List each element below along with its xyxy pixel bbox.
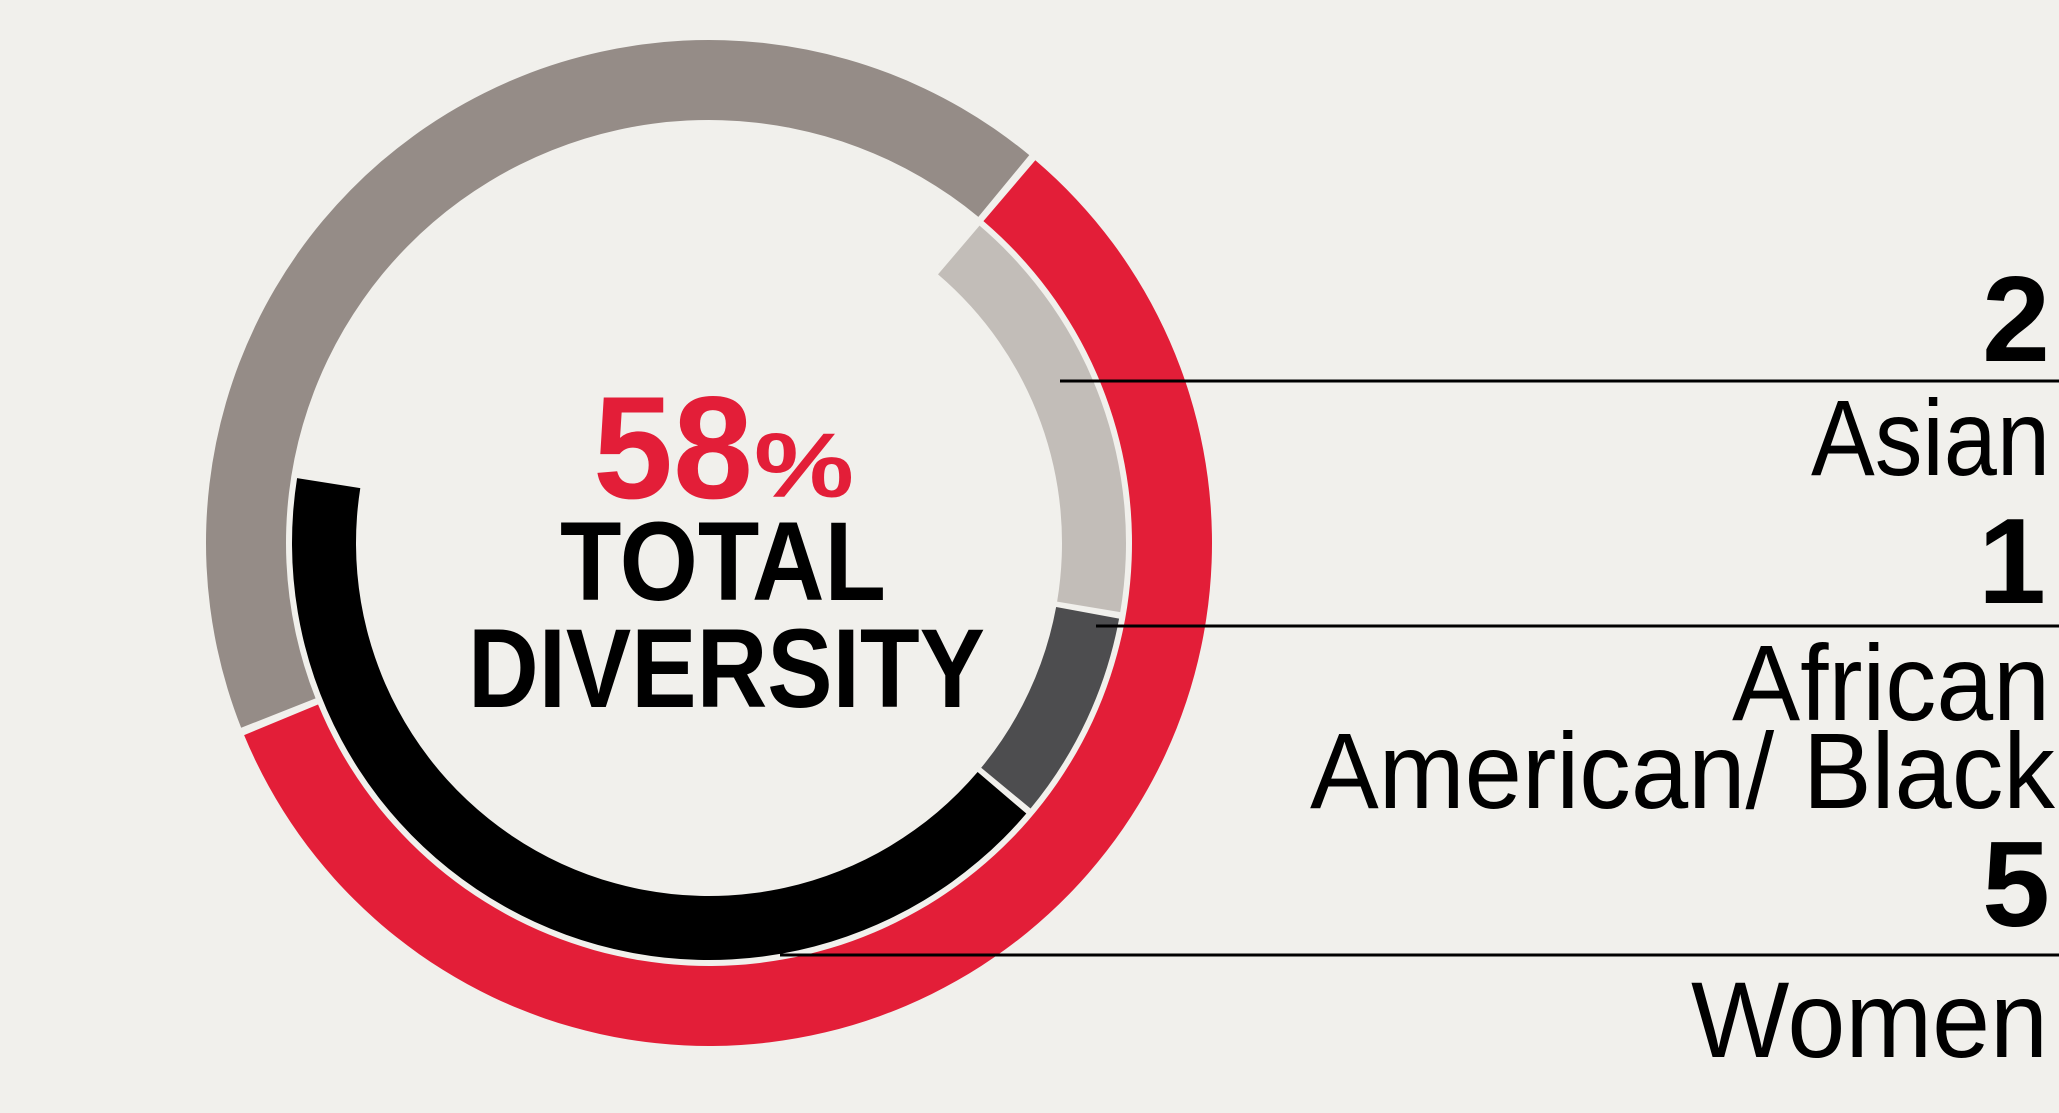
inner-segment-asian <box>938 225 1126 613</box>
outer-ring <box>206 40 1212 1047</box>
african-american-label-line1: African <box>1732 622 2050 743</box>
diversity-label: DIVERSITY <box>468 606 985 731</box>
total-label: TOTAL <box>560 499 886 624</box>
women-label: Women <box>1691 959 2048 1080</box>
inner-segment-african-american-black <box>981 607 1120 809</box>
asian-label: Asian <box>1811 377 2050 498</box>
african-american-value: 1 <box>1978 493 2046 629</box>
outer-segment-remainder <box>206 40 1030 728</box>
asian-value: 2 <box>1982 251 2050 387</box>
percent-sign: % <box>754 415 854 517</box>
women-value: 5 <box>1982 816 2050 952</box>
outer-segment-total-diversity <box>244 160 1212 1047</box>
inner-ring <box>291 225 1126 961</box>
percent-number: 58 <box>593 366 753 529</box>
inner-segment-women <box>291 478 1027 961</box>
african-american-label-line2: American/ Black <box>1310 710 2056 831</box>
